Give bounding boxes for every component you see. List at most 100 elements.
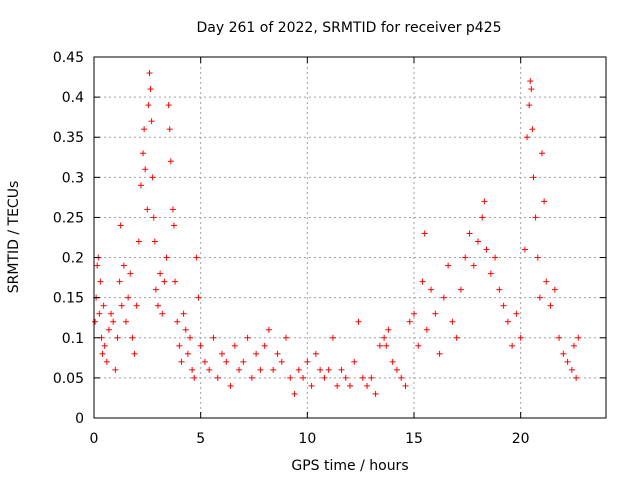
data-point [556,334,563,341]
data-point [500,302,507,309]
x-tick-label: 15 [405,431,423,447]
data-point [359,374,366,381]
data-point [157,270,164,277]
data-point [178,358,185,365]
data-point [195,294,202,301]
data-point [197,342,204,349]
data-point [191,374,198,381]
data-point [270,366,277,373]
data-point [148,118,155,125]
data-point [532,214,539,221]
data-point [105,326,112,333]
data-point [131,350,138,357]
data-point [206,366,213,373]
data-point [419,278,426,285]
data-point [193,254,200,261]
data-point [135,238,142,245]
data-point [527,78,534,85]
data-point [112,366,119,373]
data-point [338,366,345,373]
data-point [547,302,554,309]
data-point [227,382,234,389]
data-point [146,70,153,77]
data-point [219,350,225,357]
data-point [214,374,221,381]
data-point [133,302,140,309]
data-point [383,342,390,349]
data-point [411,310,417,317]
data-point [174,318,181,325]
data-point [182,326,189,333]
data-point [117,222,124,229]
data-point [479,214,486,221]
y-axis-title: SRMTID / TECUs [6,181,22,294]
data-point [147,86,154,93]
data-point [406,318,413,325]
y-tick-label: 0.25 [53,210,84,226]
data-point [180,310,187,317]
data-point [145,102,152,109]
data-point [449,318,456,325]
data-point [492,254,499,261]
data-point [248,374,255,381]
data-point [176,342,183,349]
data-point [496,286,503,293]
data-point [457,286,464,293]
data-point [347,382,353,389]
axis-ticks [93,56,606,419]
data-point [189,366,196,373]
data-point [317,366,324,373]
data-point [116,278,123,285]
data-point [265,326,272,333]
data-point [381,334,388,341]
data-point [257,366,264,373]
y-tick-label: 0.15 [53,291,84,307]
data-point [144,206,151,213]
y-tick-label: 0.1 [62,331,84,347]
data-point [184,350,191,357]
data-point [103,358,110,365]
plot-frame [93,56,607,419]
y-tick-label: 0.45 [53,50,84,66]
data-point [150,214,157,221]
data-point [210,334,217,341]
data-point [564,358,571,365]
data-point [159,310,166,317]
data-point [287,374,294,381]
data-point [573,374,580,381]
data-point [421,230,428,237]
data-point [530,174,537,181]
data-point [509,342,516,349]
data-point [481,198,488,205]
data-point [166,126,173,133]
data-point [140,150,147,157]
data-point [470,262,477,269]
data-point [291,390,298,397]
data-point [462,254,469,261]
data-point [483,246,490,253]
data-point [108,310,115,317]
data-point [432,310,439,317]
data-point [231,342,238,349]
data-point [539,150,545,157]
data-point [568,366,575,373]
data-point [137,182,144,189]
data-point [114,334,121,341]
data-point [436,350,443,357]
data-point [308,382,315,389]
data-point [223,358,230,365]
data-point [351,358,358,365]
y-tick-labels: 0 0.05 0.1 0.15 0.2 0.25 0.3 0.35 0.4 0.45 [53,50,84,427]
data-point [94,262,101,269]
data-point [372,390,379,397]
data-point [236,366,243,373]
data-point [187,334,193,341]
data-point [201,358,208,365]
data-points [92,70,582,397]
data-point [364,382,371,389]
data-point [536,294,543,301]
data-point [334,382,341,389]
data-point [342,374,349,381]
data-point [513,310,520,317]
